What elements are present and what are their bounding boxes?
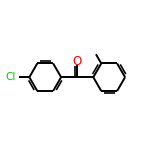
Text: Cl: Cl [6, 72, 16, 82]
Text: O: O [73, 55, 82, 68]
